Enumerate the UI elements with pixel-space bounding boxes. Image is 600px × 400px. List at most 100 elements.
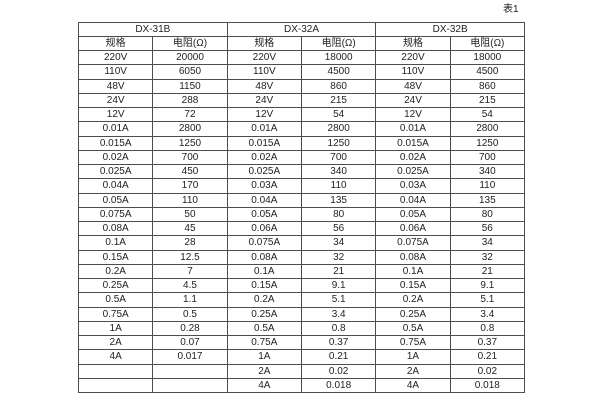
- cell-resistance: 34: [449, 235, 526, 251]
- cell-spec: 0.05A: [375, 206, 451, 223]
- cell-resistance: 1150: [152, 78, 228, 94]
- group-header: DX-32B: [375, 22, 525, 37]
- cell-resistance: 110: [152, 192, 228, 208]
- cell-resistance: 215: [300, 92, 377, 109]
- cell-spec: 110V: [77, 64, 154, 80]
- cell-resistance: 288: [152, 92, 228, 109]
- cell-resistance: 4.5: [152, 277, 228, 294]
- cell-spec: 0.05A: [226, 206, 302, 223]
- cell-resistance: 18000: [449, 49, 526, 66]
- cell-spec: 48V: [375, 78, 451, 94]
- cell-resistance: 21: [300, 263, 377, 280]
- cell-resistance: 135: [449, 192, 526, 208]
- cell-spec: 0.2A: [375, 292, 451, 308]
- cell-spec: 0.25A: [375, 306, 451, 322]
- table-row: 2A 0.02 2A 0.02: [77, 363, 526, 379]
- table-row: 48V 1150 48V 860 48V 860: [77, 78, 526, 94]
- cell-spec: 0.01A: [375, 121, 451, 137]
- cell-spec: 1A: [226, 349, 302, 365]
- cell-spec: 0.2A: [226, 292, 302, 308]
- cell-spec: 0.015A: [375, 135, 451, 151]
- table-row: 110V 6050 110V 4500 110V 4500: [77, 64, 526, 80]
- cell-spec: 2A: [77, 334, 154, 351]
- table-row: 24V 288 24V 215 24V 215: [77, 92, 526, 109]
- cell-spec: 220V: [226, 49, 302, 66]
- group-header: DX-32A: [226, 22, 377, 37]
- cell-resistance: 6050: [152, 64, 228, 80]
- cell-spec: 0.04A: [375, 192, 451, 208]
- table-row: 1A 0.28 0.5A 0.8 0.5A 0.8: [77, 320, 526, 337]
- cell-resistance: 0.02: [449, 363, 526, 379]
- cell-resistance: [152, 363, 228, 379]
- cell-spec: 0.5A: [375, 320, 451, 337]
- table-row: 12V 72 12V 54 12V 54: [77, 106, 526, 123]
- cell-spec: 0.03A: [226, 178, 302, 194]
- cell-resistance: 0.8: [300, 320, 377, 337]
- cell-spec: 2A: [375, 363, 451, 379]
- spec-table-head: DX-31B DX-32A DX-32B 规格 电阻(Ω) 规格 电阻(Ω) 规格 电阻(Ω): [77, 22, 526, 51]
- cell-spec: 0.06A: [375, 220, 451, 237]
- cell-spec: [77, 363, 154, 379]
- cell-resistance: 1.1: [152, 292, 228, 308]
- cell-spec: 24V: [77, 92, 154, 109]
- cell-resistance: 0.5: [152, 306, 228, 322]
- cell-resistance: 80: [449, 206, 526, 223]
- cell-resistance: 0.018: [449, 377, 526, 394]
- cell-resistance: 2800: [300, 121, 377, 137]
- cell-resistance: 1250: [300, 135, 377, 151]
- cell-resistance: 110: [300, 178, 377, 194]
- cell-resistance: 2800: [449, 121, 526, 137]
- cell-resistance: 1250: [152, 135, 228, 151]
- cell-spec: 12V: [226, 106, 302, 123]
- cell-spec: 0.5A: [226, 320, 302, 337]
- cell-spec: 0.075A: [375, 235, 451, 251]
- cell-spec: 0.03A: [375, 178, 451, 194]
- cell-resistance: 21: [449, 263, 526, 280]
- cell-spec: 110V: [226, 64, 302, 80]
- cell-spec: 12V: [77, 106, 154, 123]
- cell-resistance: 12.5: [152, 249, 228, 265]
- cell-resistance: 700: [300, 149, 377, 166]
- cell-spec: 4A: [375, 377, 451, 394]
- cell-resistance: 5.1: [300, 292, 377, 308]
- cell-resistance: 135: [300, 192, 377, 208]
- cell-resistance: 0.21: [449, 349, 526, 365]
- cell-resistance: 0.07: [152, 334, 228, 351]
- cell-spec: 0.15A: [226, 277, 302, 294]
- cell-spec: 0.025A: [77, 163, 154, 180]
- cell-spec: 0.06A: [226, 220, 302, 237]
- cell-resistance: 0.017: [152, 349, 228, 365]
- cell-spec: 0.05A: [77, 192, 154, 208]
- cell-resistance: 18000: [300, 49, 377, 66]
- cell-resistance: 860: [449, 78, 526, 94]
- cell-spec: 0.075A: [77, 206, 154, 223]
- cell-resistance: 450: [152, 163, 228, 180]
- cell-spec: 0.25A: [77, 277, 154, 294]
- cell-resistance: 9.1: [300, 277, 377, 294]
- cell-resistance: 860: [300, 78, 377, 94]
- table-row: 0.75A 0.5 0.25A 3.4 0.25A 3.4: [77, 306, 526, 322]
- cell-resistance: 0.8: [449, 320, 526, 337]
- cell-spec: 0.75A: [226, 334, 302, 351]
- cell-resistance: [152, 377, 228, 394]
- cell-spec: 0.025A: [226, 163, 302, 180]
- cell-spec: 0.01A: [77, 121, 154, 137]
- cell-spec: 1A: [375, 349, 451, 365]
- cell-resistance: 2800: [152, 121, 228, 137]
- cell-resistance: 1250: [449, 135, 526, 151]
- cell-spec: 0.25A: [226, 306, 302, 322]
- col-header-resistance: 电阻(Ω): [300, 36, 377, 51]
- cell-spec: 0.015A: [226, 135, 302, 151]
- spec-table-body: 220V 20000 220V 18000 220V 18000 110V 6050 110V 4…: [77, 49, 526, 394]
- cell-resistance: 340: [449, 163, 526, 180]
- group-header: DX-31B: [78, 22, 228, 37]
- cell-resistance: 3.4: [300, 306, 377, 322]
- table-row: 0.15A 12.5 0.08A 32 0.08A 32: [77, 249, 526, 265]
- cell-spec: 1A: [77, 320, 154, 337]
- cell-resistance: 0.37: [449, 334, 526, 351]
- cell-resistance: 0.37: [300, 334, 377, 351]
- cell-resistance: 54: [300, 106, 377, 123]
- cell-resistance: 0.28: [152, 320, 228, 337]
- cell-spec: 0.75A: [375, 334, 451, 351]
